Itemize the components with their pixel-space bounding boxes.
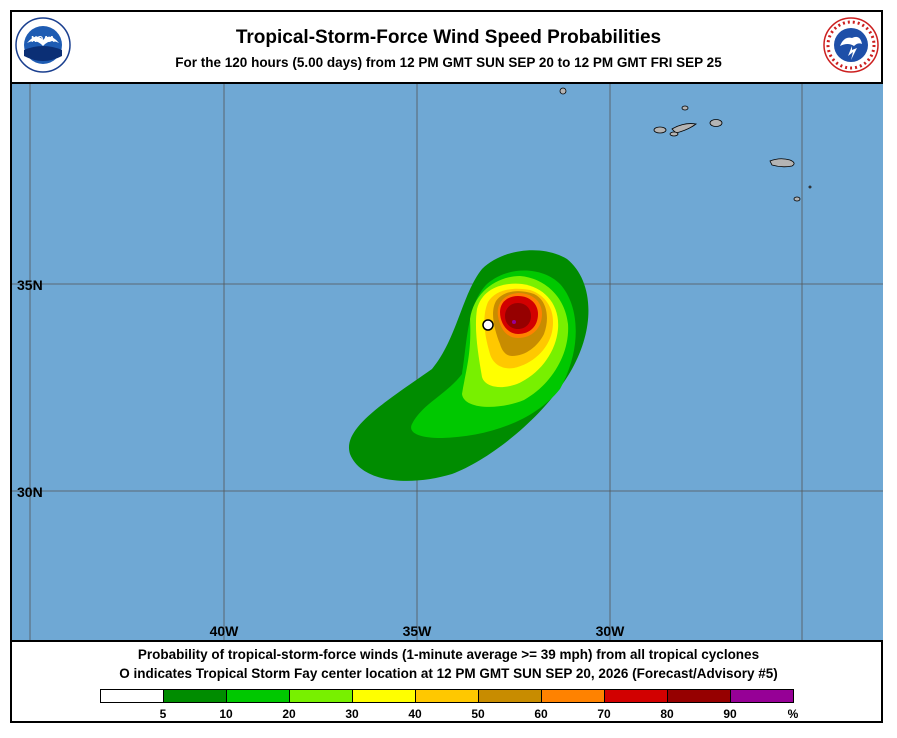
nws-logo bbox=[822, 16, 880, 74]
contour-90 bbox=[512, 320, 516, 324]
legend-label: 30 bbox=[345, 707, 359, 721]
legend-label: % bbox=[787, 707, 799, 721]
probability-contours bbox=[348, 250, 589, 481]
legend-swatch bbox=[100, 689, 164, 703]
legend-label: 50 bbox=[471, 707, 485, 721]
lon-label-30w: 30W bbox=[596, 623, 626, 639]
probability-map: 40W 35W 30W 35N 30N bbox=[12, 82, 883, 642]
storm-center-marker bbox=[482, 319, 494, 331]
legend-swatch bbox=[163, 689, 227, 703]
legend-swatch bbox=[226, 689, 290, 703]
legend-swatch bbox=[604, 689, 668, 703]
legend-swatch bbox=[730, 689, 794, 703]
legend-label: 5 bbox=[159, 707, 167, 721]
caption-line-2-text: indicates Tropical Storm Fay center loca… bbox=[133, 666, 778, 681]
lat-label-35n: 35N bbox=[17, 277, 43, 293]
legend-swatch bbox=[415, 689, 479, 703]
legend-label: 80 bbox=[660, 707, 674, 721]
legend-label: 40 bbox=[408, 707, 422, 721]
legend-swatch bbox=[289, 689, 353, 703]
azores-islands bbox=[559, 87, 812, 202]
map-subtitle: For the 120 hours (5.00 days) from 12 PM… bbox=[175, 55, 722, 70]
legend-swatch bbox=[352, 689, 416, 703]
lon-label-35w: 35W bbox=[403, 623, 433, 639]
lat-label-30n: 30N bbox=[17, 484, 43, 500]
contour-80 bbox=[505, 303, 531, 329]
noaa-logo: NOAA bbox=[14, 16, 72, 74]
legend-swatch bbox=[667, 689, 731, 703]
legend-label: 10 bbox=[219, 707, 233, 721]
svg-text:NOAA: NOAA bbox=[31, 35, 55, 44]
caption-line-1: Probability of tropical-storm-force wind… bbox=[137, 647, 760, 662]
legend-label: 90 bbox=[723, 707, 737, 721]
legend-swatch bbox=[541, 689, 605, 703]
color-legend bbox=[100, 689, 795, 705]
caption-line-2: O indicates Tropical Storm Fay center lo… bbox=[0, 666, 897, 681]
center-marker-symbol: O bbox=[119, 666, 130, 681]
legend-label: 60 bbox=[534, 707, 548, 721]
legend-swatch bbox=[478, 689, 542, 703]
gridlines bbox=[12, 84, 883, 640]
legend-label: 70 bbox=[597, 707, 611, 721]
legend-label: 20 bbox=[282, 707, 296, 721]
lon-label-40w: 40W bbox=[210, 623, 240, 639]
map-title: Tropical-Storm-Force Wind Speed Probabil… bbox=[235, 27, 662, 48]
